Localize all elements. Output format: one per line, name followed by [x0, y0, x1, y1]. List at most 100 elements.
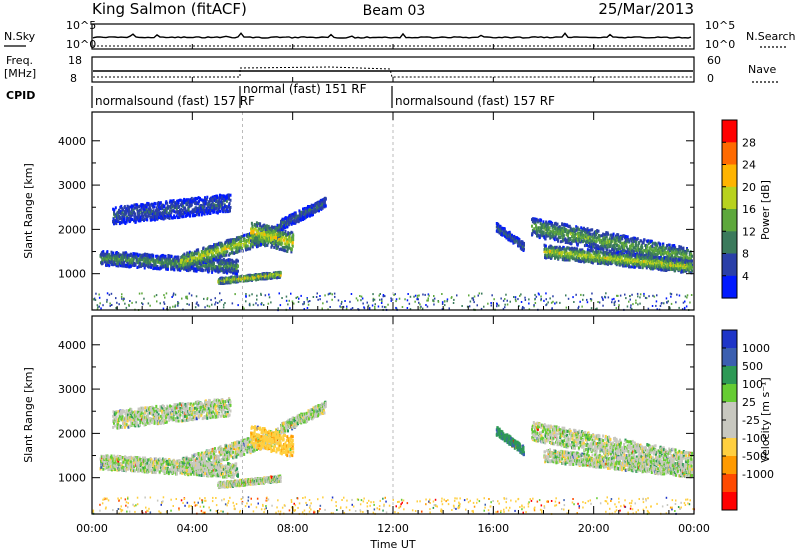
power-echo-band [179, 222, 282, 271]
power-echo-marks [92, 112, 693, 312]
time-axis: 00:00 04:00 08:00 12:00 16:00 20:00 00:00 [76, 44, 710, 535]
date-title: 25/Mar/2013 [598, 0, 694, 18]
power-colorbar-swatch [722, 120, 737, 143]
time-tick-label: 04:00 [176, 522, 208, 535]
cpid-label: CPID [6, 89, 35, 102]
time-tick-label: 00:00 [76, 522, 108, 535]
velocity-colorbar-label: Velocity [m s⁻¹] [759, 377, 772, 462]
power-colorbar-swatch [722, 142, 737, 166]
power-colorbar-swatch [722, 231, 737, 255]
time-tick-label: 16:00 [477, 522, 509, 535]
nave-label: Nave [748, 63, 776, 76]
velocity-ytick-label: 1000 [58, 472, 86, 485]
power-colorbar-tick: 24 [742, 159, 756, 172]
velocity-colorbar-swatch [722, 438, 737, 457]
velocity-echo-band [250, 425, 295, 458]
velocity-colorbar-tick: 500 [742, 360, 763, 373]
velocity-colorbar-tick: -100 [742, 432, 767, 445]
power-colorbar-tick: 16 [742, 203, 756, 216]
cpid-segment-3: normalsound (fast) 157 RF [395, 94, 555, 108]
noise-left-label: N.Sky [4, 30, 36, 43]
power-near-range-scatter [92, 292, 693, 312]
velocity-echo-band [495, 426, 525, 457]
freq-label: Freq. [6, 54, 33, 67]
velocity-colorbar-swatch [722, 348, 737, 367]
velocity-colorbar-swatch [722, 456, 737, 475]
freq-tick-bottom: 8 [70, 72, 77, 85]
power-echo-band [495, 222, 525, 252]
velocity-colorbar-swatch [722, 384, 737, 403]
time-tick-label: 20:00 [578, 522, 610, 535]
power-colorbar-tick: 4 [742, 270, 749, 283]
velocity-echo-marks [92, 316, 695, 516]
velocity-colorbar: 1000 500 100 25 -25 -100 -500 -1000 Velocity [m… [721, 329, 774, 511]
power-panel: Slant Range [km] 4000 3000 2000 1000 [22, 111, 695, 312]
velocity-ytick-label: 3000 [58, 383, 86, 396]
velocity-colorbar-swatch [722, 492, 737, 511]
velocity-colorbar-swatch [722, 366, 737, 385]
velocity-colorbar-tick: -25 [742, 414, 760, 427]
cpid-strip: CPID normalsound (fast) 157 RF normal (f… [6, 82, 555, 108]
velocity-ylabel: Slant Range [km] [22, 367, 35, 463]
power-colorbar-swatch [722, 186, 737, 210]
noise-left-tick-top: 10^5 [66, 19, 96, 32]
power-colorbar-swatch [722, 209, 737, 232]
velocity-echo-band [217, 474, 282, 490]
velocity-panel: Slant Range [km] 4000 3000 2000 1000 [22, 315, 695, 516]
time-tick-label: 00:00 [678, 522, 710, 535]
power-colorbar-tick: 8 [742, 248, 749, 261]
velocity-echo-band [112, 397, 232, 430]
velocity-colorbar-swatch [722, 330, 737, 349]
power-ytick-label: 4000 [58, 135, 86, 148]
velocity-colorbar-swatch [722, 474, 737, 493]
noise-left-tick-bottom: 10^0 [66, 38, 96, 51]
power-colorbar-tick: 28 [742, 136, 756, 149]
velocity-colorbar-tick: 25 [742, 396, 756, 409]
time-tick-label: 08:00 [277, 522, 309, 535]
velocity-near-range-scatter [92, 496, 695, 516]
power-colorbar-label: Power [dB] [759, 180, 772, 240]
velocity-colorbar-tick: 1000 [742, 342, 770, 355]
beam-title: Beam 03 [363, 3, 426, 19]
noise-sky-series [92, 32, 692, 39]
time-axis-label: Time UT [369, 538, 415, 551]
frequency-panel: Freq. [MHz] 18 8 60 0 Nave [4, 54, 780, 85]
power-colorbar-tick: 20 [742, 181, 756, 194]
velocity-echo-band [280, 400, 327, 435]
noise-right-label: N.Search [746, 30, 796, 43]
site-title: King Salmon (fitACF) [92, 0, 247, 18]
power-echo-band [280, 196, 327, 232]
velocity-colorbar-tick: 100 [742, 378, 763, 391]
power-echo-band [217, 270, 282, 285]
power-colorbar-swatch [722, 164, 737, 188]
power-ylabel: Slant Range [km] [22, 163, 35, 259]
power-echo-band [112, 193, 232, 226]
time-tick-label: 12:00 [377, 522, 409, 535]
velocity-colorbar-swatch [722, 420, 737, 439]
velocity-colorbar-tick: -1000 [742, 468, 774, 481]
power-ytick-label: 3000 [58, 179, 86, 192]
velocity-echo-band [531, 421, 693, 472]
cpid-segment-2: normal (fast) 151 RF [243, 82, 367, 96]
nave-series [93, 66, 693, 78]
power-ytick-label: 2000 [58, 223, 86, 236]
power-colorbar-swatch [722, 275, 737, 299]
nave-tick-top: 60 [707, 54, 721, 67]
power-echo-band [543, 243, 693, 275]
power-colorbar-tick: 12 [742, 225, 756, 238]
cpid-segment-1: normalsound (fast) 157 RF [95, 94, 255, 108]
noise-right-tick-top: 10^5 [705, 19, 735, 32]
freq-unit-label: [MHz] [4, 67, 36, 80]
noise-panel: N.Sky 10^5 10^0 10^5 10^0 N.Search [4, 19, 796, 51]
velocity-colorbar-tick: -500 [742, 450, 767, 463]
power-ytick-label: 1000 [58, 268, 86, 281]
power-echo-band [250, 221, 295, 254]
noise-right-tick-bottom: 10^0 [705, 38, 735, 51]
velocity-ytick-label: 2000 [58, 427, 86, 440]
velocity-echo-band [543, 448, 693, 479]
velocity-colorbar-swatch [722, 402, 737, 421]
power-colorbar-swatch [722, 253, 737, 277]
velocity-ytick-label: 4000 [58, 339, 86, 352]
power-colorbar: 28 24 20 16 12 8 4 Power [dB] [721, 119, 772, 299]
